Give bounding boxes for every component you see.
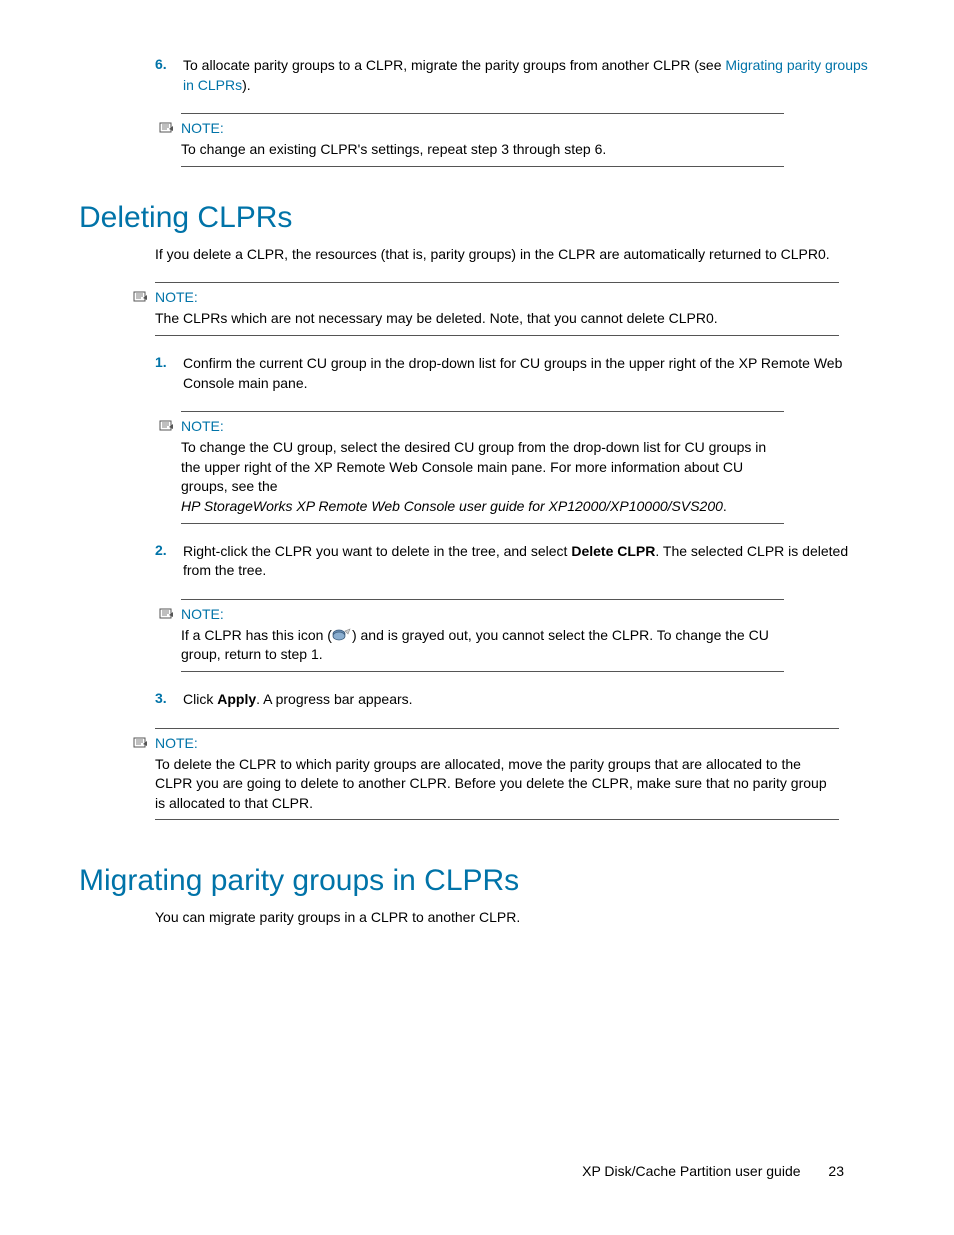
note-rule <box>181 671 784 672</box>
note-rule <box>155 819 839 820</box>
note-head: NOTE: <box>133 289 839 305</box>
note-body: To change the CU group, select the desir… <box>181 438 784 516</box>
paragraph: You can migrate parity groups in a CLPR … <box>155 908 869 928</box>
clpr-grayed-icon <box>332 627 352 645</box>
note-icon <box>133 736 149 750</box>
list-text: Confirm the current CU group in the drop… <box>183 354 869 393</box>
note-head: NOTE: <box>159 120 784 136</box>
note-icon <box>133 290 149 304</box>
note-rule <box>155 335 839 336</box>
heading-migrating-parity-groups: Migrating parity groups in CLPRs <box>79 864 869 898</box>
list-number: 2. <box>155 542 183 581</box>
note-label: NOTE: <box>181 606 224 622</box>
heading-deleting-clprs: Deleting CLPRs <box>79 201 869 235</box>
list-text: To allocate parity groups to a CLPR, mig… <box>183 56 869 95</box>
note-label: NOTE: <box>155 735 198 751</box>
list-number: 6. <box>155 56 183 95</box>
list-text: Click Apply. A progress bar appears. <box>183 690 869 710</box>
note-rule <box>181 599 784 600</box>
note-body: The CLPRs which are not necessary may be… <box>155 309 839 329</box>
page-footer: XP Disk/Cache Partition user guide 23 <box>582 1163 844 1179</box>
list-text: Right-click the CLPR you want to delete … <box>183 542 869 581</box>
note-rule <box>181 166 784 167</box>
note-block: NOTE: To change the CU group, select the… <box>181 411 784 523</box>
note-rule <box>181 523 784 524</box>
note-label: NOTE: <box>181 120 224 136</box>
note-icon <box>159 607 175 621</box>
note-label: NOTE: <box>181 418 224 434</box>
note-block: NOTE: If a CLPR has this icon () and is … <box>181 599 784 672</box>
note-head: NOTE: <box>159 418 784 434</box>
page-number: 23 <box>828 1163 844 1179</box>
note-block: NOTE: To change an existing CLPR's setti… <box>181 113 784 167</box>
note-label: NOTE: <box>155 289 198 305</box>
note-rule <box>155 728 839 729</box>
note-block: NOTE: To delete the CLPR to which parity… <box>155 728 839 821</box>
list-number: 1. <box>155 354 183 393</box>
list-item-6: 6. To allocate parity groups to a CLPR, … <box>155 56 869 95</box>
note-body: To delete the CLPR to which parity group… <box>155 755 839 814</box>
list-item-1: 1. Confirm the current CU group in the d… <box>155 354 869 393</box>
note-block: NOTE: The CLPRs which are not necessary … <box>155 282 839 336</box>
note-head: NOTE: <box>133 735 839 751</box>
paragraph: If you delete a CLPR, the resources (tha… <box>155 245 869 265</box>
note-body: If a CLPR has this icon () and is grayed… <box>181 626 784 665</box>
note-icon <box>159 419 175 433</box>
note-rule <box>181 113 784 114</box>
note-body: To change an existing CLPR's settings, r… <box>181 140 784 160</box>
note-icon <box>159 121 175 135</box>
list-item-2: 2. Right-click the CLPR you want to dele… <box>155 542 869 581</box>
note-head: NOTE: <box>159 606 784 622</box>
list-item-3: 3. Click Apply. A progress bar appears. <box>155 690 869 710</box>
note-rule <box>155 282 839 283</box>
footer-title: XP Disk/Cache Partition user guide <box>582 1163 800 1179</box>
list-number: 3. <box>155 690 183 710</box>
note-rule <box>181 411 784 412</box>
